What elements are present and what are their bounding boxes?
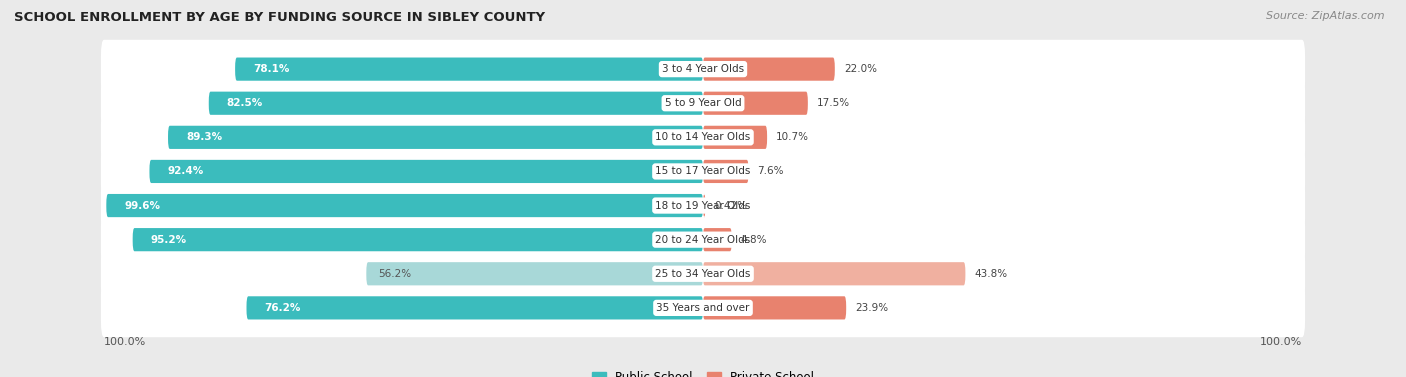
Text: 23.9%: 23.9% [855, 303, 889, 313]
Text: 15 to 17 Year Olds: 15 to 17 Year Olds [655, 166, 751, 176]
FancyBboxPatch shape [208, 92, 703, 115]
Text: 20 to 24 Year Olds: 20 to 24 Year Olds [655, 234, 751, 245]
FancyBboxPatch shape [101, 40, 1305, 98]
Text: 3 to 4 Year Olds: 3 to 4 Year Olds [662, 64, 744, 74]
FancyBboxPatch shape [149, 160, 703, 183]
FancyBboxPatch shape [703, 194, 706, 217]
Text: 78.1%: 78.1% [253, 64, 290, 74]
Text: 99.6%: 99.6% [124, 201, 160, 211]
Text: 35 Years and over: 35 Years and over [657, 303, 749, 313]
FancyBboxPatch shape [703, 262, 966, 285]
Text: 22.0%: 22.0% [844, 64, 877, 74]
FancyBboxPatch shape [703, 126, 768, 149]
FancyBboxPatch shape [101, 244, 1305, 303]
Text: 76.2%: 76.2% [264, 303, 301, 313]
FancyBboxPatch shape [101, 74, 1305, 133]
Text: 82.5%: 82.5% [226, 98, 263, 108]
Text: 89.3%: 89.3% [186, 132, 222, 143]
FancyBboxPatch shape [703, 228, 731, 251]
Text: 18 to 19 Year Olds: 18 to 19 Year Olds [655, 201, 751, 211]
Text: 7.6%: 7.6% [758, 166, 785, 176]
Text: 95.2%: 95.2% [150, 234, 187, 245]
FancyBboxPatch shape [246, 296, 703, 319]
Text: 5 to 9 Year Old: 5 to 9 Year Old [665, 98, 741, 108]
Text: Source: ZipAtlas.com: Source: ZipAtlas.com [1267, 11, 1385, 21]
FancyBboxPatch shape [703, 58, 835, 81]
FancyBboxPatch shape [703, 92, 808, 115]
FancyBboxPatch shape [107, 194, 703, 217]
FancyBboxPatch shape [101, 108, 1305, 167]
Text: 100.0%: 100.0% [104, 337, 146, 347]
Text: SCHOOL ENROLLMENT BY AGE BY FUNDING SOURCE IN SIBLEY COUNTY: SCHOOL ENROLLMENT BY AGE BY FUNDING SOUR… [14, 11, 546, 24]
Text: 0.42%: 0.42% [714, 201, 748, 211]
FancyBboxPatch shape [169, 126, 703, 149]
FancyBboxPatch shape [101, 142, 1305, 201]
FancyBboxPatch shape [101, 210, 1305, 269]
FancyBboxPatch shape [235, 58, 703, 81]
Text: 10.7%: 10.7% [776, 132, 808, 143]
Text: 4.8%: 4.8% [741, 234, 768, 245]
FancyBboxPatch shape [367, 262, 703, 285]
FancyBboxPatch shape [703, 160, 748, 183]
Text: 17.5%: 17.5% [817, 98, 851, 108]
Text: 10 to 14 Year Olds: 10 to 14 Year Olds [655, 132, 751, 143]
Text: 100.0%: 100.0% [1260, 337, 1302, 347]
Legend: Public School, Private School: Public School, Private School [586, 366, 820, 377]
Text: 92.4%: 92.4% [167, 166, 204, 176]
FancyBboxPatch shape [101, 176, 1305, 235]
Text: 25 to 34 Year Olds: 25 to 34 Year Olds [655, 269, 751, 279]
Text: 43.8%: 43.8% [974, 269, 1008, 279]
FancyBboxPatch shape [703, 296, 846, 319]
FancyBboxPatch shape [132, 228, 703, 251]
FancyBboxPatch shape [101, 279, 1305, 337]
Text: 56.2%: 56.2% [378, 269, 412, 279]
